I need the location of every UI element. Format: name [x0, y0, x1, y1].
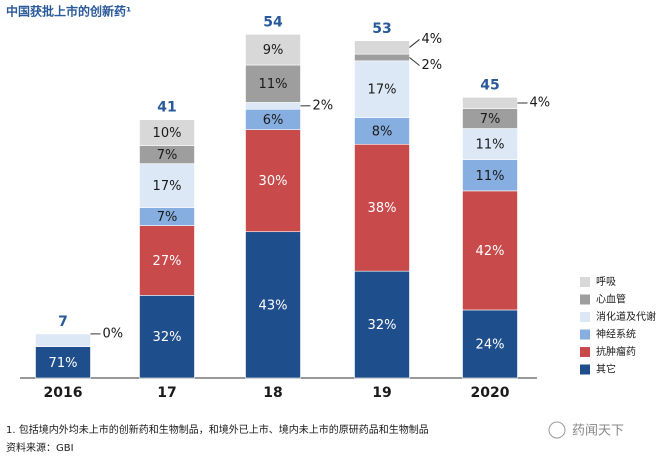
bar-segment	[354, 270, 410, 379]
data-label: 43%	[259, 298, 288, 313]
total-label: 41	[157, 100, 176, 116]
data-label: 11%	[476, 169, 505, 184]
data-label: 9%	[263, 43, 284, 58]
data-label: 8%	[372, 124, 393, 139]
x-tick-label: 2016	[44, 385, 83, 401]
legend-label: 神经系统	[596, 328, 636, 341]
bar-segment	[462, 97, 518, 109]
total-label: 45	[480, 77, 499, 93]
legend-swatch	[580, 364, 590, 375]
x-tick-label: 18	[263, 385, 282, 401]
data-label: 7%	[157, 210, 178, 225]
data-label: 7%	[157, 148, 178, 163]
bar-segment	[462, 159, 518, 192]
legend-swatch	[580, 277, 590, 287]
data-label: 38%	[368, 201, 397, 216]
bar-segment	[35, 333, 91, 347]
bar-segment	[245, 231, 301, 379]
bar-segment	[354, 117, 410, 145]
x-tick-label: 17	[157, 385, 176, 401]
bar-segment	[462, 309, 518, 379]
bar-segment	[354, 40, 410, 55]
legend-label: 呼吸	[596, 276, 616, 288]
data-label: 6%	[263, 113, 284, 128]
legend-label: 消化道及代谢	[596, 310, 656, 323]
bar-segment	[354, 143, 410, 272]
data-label: 0%	[103, 326, 124, 341]
legend-swatch	[580, 312, 590, 322]
label-leader	[409, 39, 420, 48]
x-tick-label: 19	[372, 385, 391, 401]
total-label: 54	[263, 14, 283, 30]
data-label: 17%	[368, 83, 397, 98]
watermark: 药闻天下	[572, 424, 624, 439]
bar-segment	[245, 102, 301, 110]
bar-segment	[139, 225, 195, 296]
data-label: 71%	[49, 356, 78, 371]
watermark-icon	[548, 421, 566, 439]
total-label: 53	[372, 21, 391, 37]
bar-segment	[462, 190, 518, 311]
data-label: 2%	[313, 98, 334, 113]
bar-segment	[354, 60, 410, 118]
footnote: 1. 包括境内外均未上市的创新药和生物制品，和境外已上市、境内未上市的原研药品和…	[6, 423, 429, 436]
legend-swatch	[580, 329, 590, 340]
bar-segment	[139, 119, 195, 146]
data-label: 10%	[153, 126, 182, 141]
legend-swatch	[580, 347, 590, 357]
chart-title: 中国获批上市的创新药¹	[6, 4, 131, 19]
legend-label: 抗肿瘤药	[596, 345, 636, 358]
data-label: 32%	[368, 318, 397, 333]
bar-segment	[354, 53, 410, 62]
legend-swatch	[580, 294, 590, 305]
total-label: 7	[58, 314, 68, 330]
bar-segment	[245, 34, 301, 66]
data-label: 24%	[476, 337, 505, 352]
bar-segment	[462, 128, 518, 161]
legend-label: 其它	[596, 363, 616, 376]
data-label: 42%	[476, 244, 505, 259]
data-label: 27%	[153, 254, 182, 269]
data-label: 32%	[153, 330, 182, 345]
data-label: 11%	[259, 77, 288, 92]
x-tick-label: 2020	[471, 385, 510, 401]
data-label: 30%	[259, 174, 288, 189]
data-label: 4%	[422, 32, 443, 47]
source: 资料来源：GBI	[6, 441, 74, 454]
data-label: 17%	[153, 179, 182, 194]
label-leader	[409, 57, 420, 66]
data-label: 7%	[480, 112, 501, 127]
data-label: 4%	[530, 96, 551, 111]
legend-label: 心血管	[596, 293, 626, 306]
bar-segment	[35, 346, 91, 379]
data-label: 2%	[422, 58, 443, 73]
bar-segment	[245, 64, 301, 103]
data-label: 11%	[476, 138, 505, 153]
